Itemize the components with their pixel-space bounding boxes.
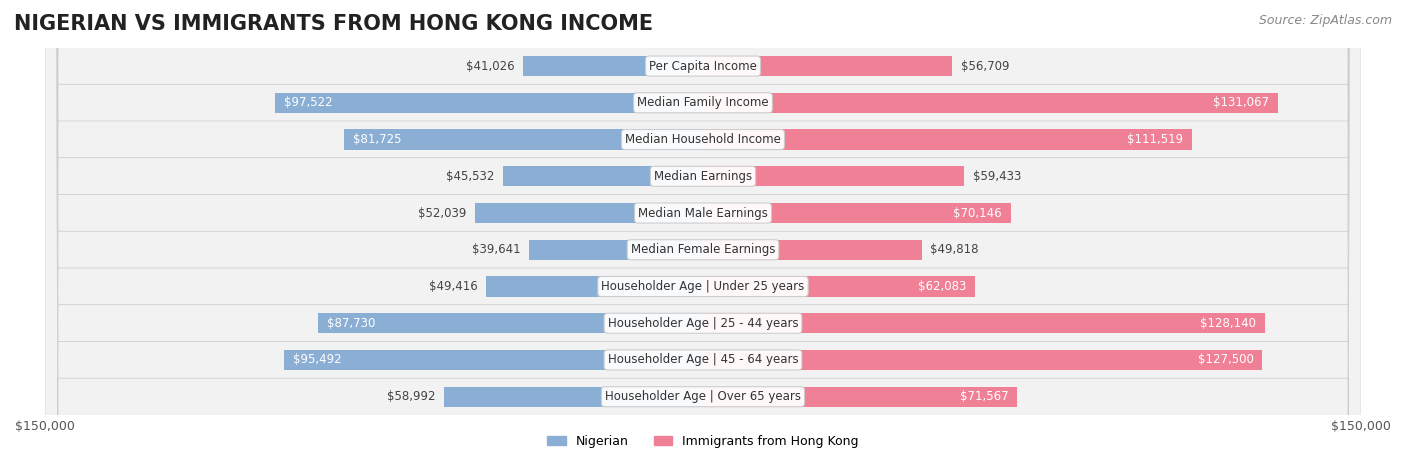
Bar <box>276 92 703 113</box>
Text: Householder Age | 25 - 44 years: Householder Age | 25 - 44 years <box>607 317 799 330</box>
FancyBboxPatch shape <box>45 0 1361 467</box>
Text: Householder Age | 45 - 64 years: Householder Age | 45 - 64 years <box>607 354 799 367</box>
Bar <box>523 56 703 76</box>
Text: $45,532: $45,532 <box>446 170 495 183</box>
Bar <box>444 387 703 407</box>
FancyBboxPatch shape <box>45 0 1361 467</box>
Bar <box>486 276 703 297</box>
Legend: Nigerian, Immigrants from Hong Kong: Nigerian, Immigrants from Hong Kong <box>543 430 863 453</box>
Text: $95,492: $95,492 <box>292 354 342 367</box>
Text: Median Family Income: Median Family Income <box>637 96 769 109</box>
Text: $87,730: $87,730 <box>328 317 375 330</box>
Text: Householder Age | Over 65 years: Householder Age | Over 65 years <box>605 390 801 403</box>
Text: $131,067: $131,067 <box>1213 96 1270 109</box>
Text: $81,725: $81,725 <box>353 133 402 146</box>
Text: NIGERIAN VS IMMIGRANTS FROM HONG KONG INCOME: NIGERIAN VS IMMIGRANTS FROM HONG KONG IN… <box>14 14 654 34</box>
FancyBboxPatch shape <box>45 0 1361 467</box>
Bar <box>318 313 703 333</box>
Text: Median Female Earnings: Median Female Earnings <box>631 243 775 256</box>
Text: Householder Age | Under 25 years: Householder Age | Under 25 years <box>602 280 804 293</box>
Bar <box>703 276 976 297</box>
Bar <box>703 387 1017 407</box>
Bar <box>703 240 921 260</box>
Text: $52,039: $52,039 <box>418 206 465 219</box>
Text: $70,146: $70,146 <box>953 206 1002 219</box>
Text: $49,818: $49,818 <box>931 243 979 256</box>
Text: $41,026: $41,026 <box>465 60 515 72</box>
FancyBboxPatch shape <box>45 0 1361 467</box>
Bar <box>703 129 1192 149</box>
FancyBboxPatch shape <box>45 0 1361 467</box>
Text: $56,709: $56,709 <box>960 60 1010 72</box>
FancyBboxPatch shape <box>45 0 1361 467</box>
FancyBboxPatch shape <box>45 0 1361 467</box>
Bar <box>703 56 952 76</box>
Text: $39,641: $39,641 <box>471 243 520 256</box>
Text: $58,992: $58,992 <box>387 390 436 403</box>
Text: Source: ZipAtlas.com: Source: ZipAtlas.com <box>1258 14 1392 27</box>
Text: $71,567: $71,567 <box>959 390 1008 403</box>
Text: Median Earnings: Median Earnings <box>654 170 752 183</box>
Text: $97,522: $97,522 <box>284 96 333 109</box>
Text: Per Capita Income: Per Capita Income <box>650 60 756 72</box>
FancyBboxPatch shape <box>45 0 1361 467</box>
FancyBboxPatch shape <box>45 0 1361 467</box>
Bar <box>703 350 1263 370</box>
Bar <box>703 166 963 186</box>
FancyBboxPatch shape <box>45 0 1361 467</box>
Bar <box>284 350 703 370</box>
Text: $62,083: $62,083 <box>918 280 966 293</box>
Text: $59,433: $59,433 <box>973 170 1021 183</box>
Text: $127,500: $127,500 <box>1198 354 1254 367</box>
Bar <box>703 92 1278 113</box>
Text: Median Household Income: Median Household Income <box>626 133 780 146</box>
Bar <box>529 240 703 260</box>
Bar <box>475 203 703 223</box>
Text: $128,140: $128,140 <box>1201 317 1257 330</box>
Text: $49,416: $49,416 <box>429 280 478 293</box>
Bar <box>503 166 703 186</box>
Text: $111,519: $111,519 <box>1128 133 1184 146</box>
Bar <box>703 203 1011 223</box>
Bar <box>344 129 703 149</box>
Bar <box>703 313 1265 333</box>
Text: Median Male Earnings: Median Male Earnings <box>638 206 768 219</box>
